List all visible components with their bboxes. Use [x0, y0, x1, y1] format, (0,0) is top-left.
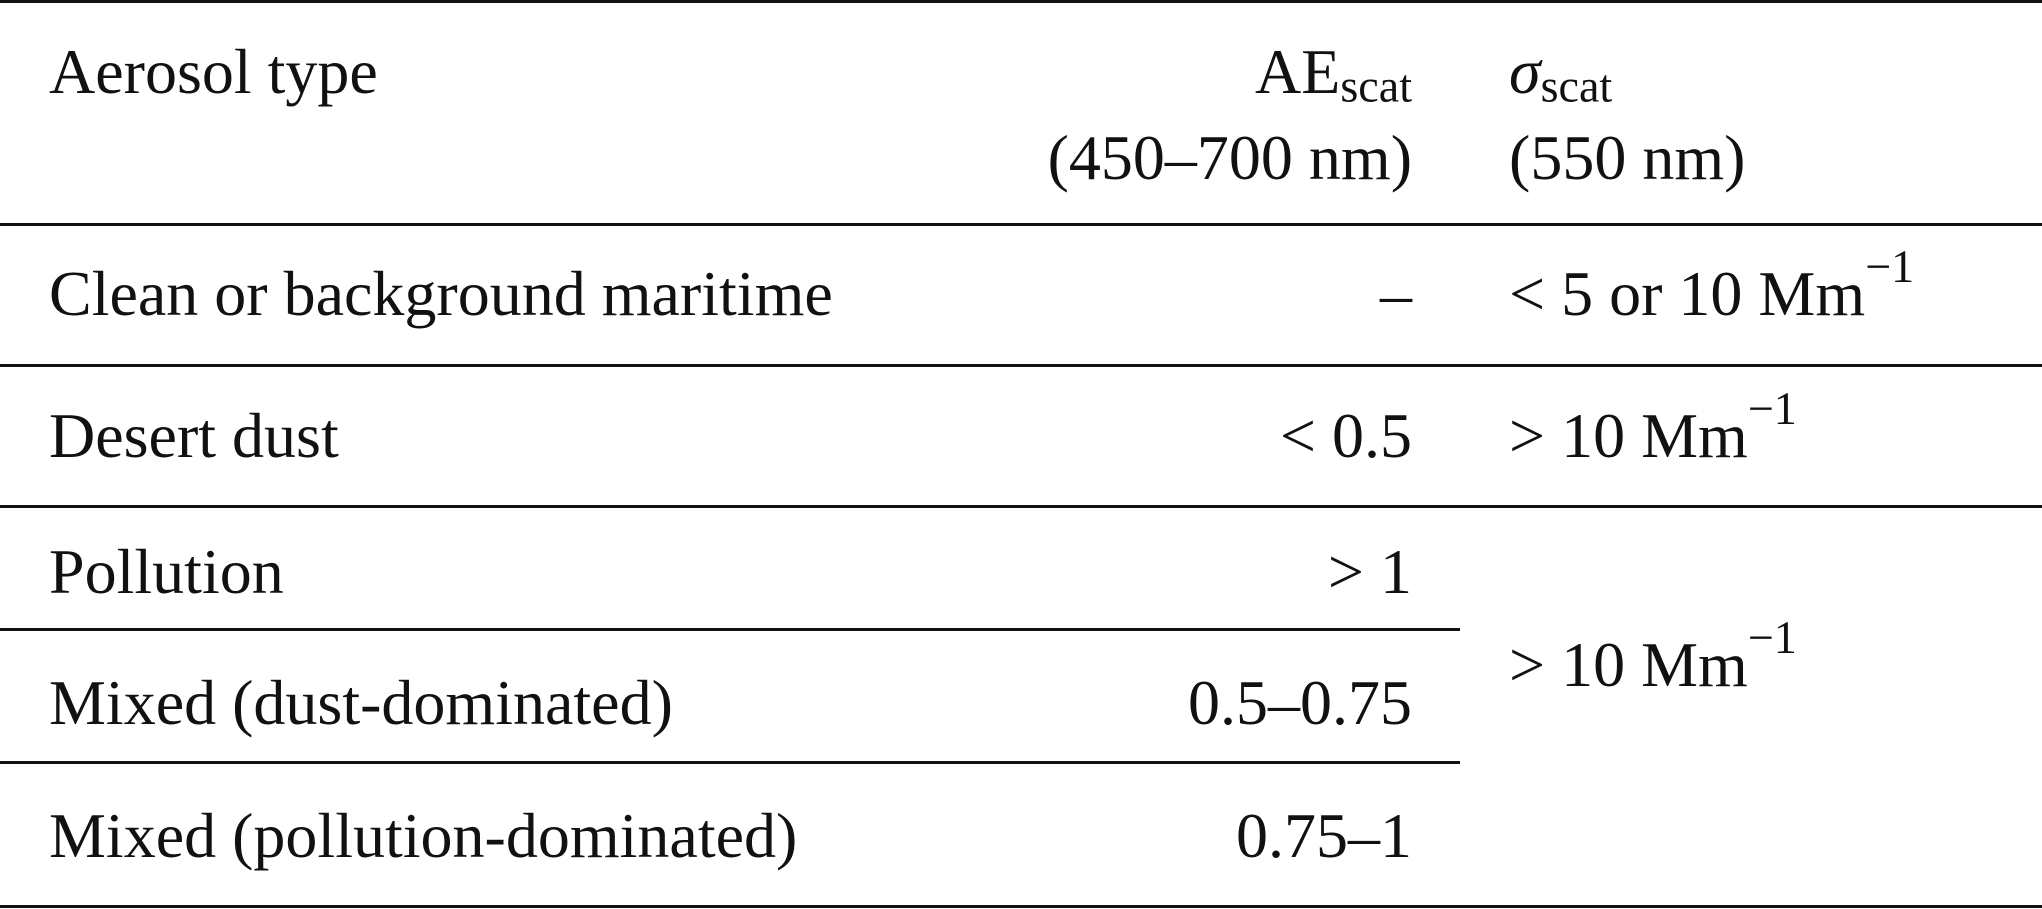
row-rule-2 [0, 505, 2042, 508]
header-aerosol-type: Aerosol type [49, 36, 378, 107]
top-rule [0, 0, 2042, 3]
row-clean-sigma-exp: −1 [1865, 240, 1915, 292]
row-clean-type: Clean or background maritime [49, 258, 833, 329]
row-clean-sigma-value: < 5 or 10 Mm [1509, 258, 1866, 329]
partial-rule-1 [0, 628, 1460, 631]
header-ae-range: (450–700 nm) [1047, 122, 1412, 193]
header-ae-subscript: scat [1340, 60, 1412, 112]
row-dust-type: Desert dust [49, 400, 339, 471]
header-ae-scat: AEscat [900, 40, 1412, 109]
row-pollution-type: Pollution [49, 536, 284, 607]
header-sigma-subscript: scat [1540, 60, 1613, 112]
row-clean-ae: – [1380, 258, 1412, 329]
row-mixed-pollution-type: Mixed (pollution-dominated) [49, 800, 798, 871]
header-sigma-scat: σscat [1509, 40, 1612, 109]
header-rule [0, 223, 2042, 226]
row-mixed-dust-type: Mixed (dust-dominated) [49, 667, 673, 738]
row-dust-sigma-value: > 10 Mm [1509, 400, 1748, 471]
header-sigma-symbol: σ [1509, 36, 1541, 107]
merged-sigma-value: > 10 Mm [1509, 629, 1748, 700]
header-ae-symbol: AE [1255, 36, 1341, 107]
row-dust-sigma-exp: −1 [1747, 382, 1797, 434]
row-rule-1 [0, 364, 2042, 367]
row-dust-sigma: > 10 Mm−1 [1509, 385, 1797, 468]
bottom-rule [0, 905, 2042, 908]
row-mixed-dust-ae: 0.5–0.75 [1188, 667, 1412, 738]
header-sigma-wavelength: (550 nm) [1509, 122, 1746, 193]
row-clean-sigma: < 5 or 10 Mm−1 [1509, 243, 1914, 326]
merged-sigma-exp: −1 [1747, 611, 1797, 663]
merged-sigma-cell: > 10 Mm−1 [1509, 614, 1797, 697]
row-mixed-pollution-ae: 0.75–1 [1236, 800, 1412, 871]
row-pollution-ae: > 1 [1327, 536, 1412, 607]
row-dust-ae: < 0.5 [1279, 400, 1412, 471]
partial-rule-2 [0, 761, 1460, 764]
